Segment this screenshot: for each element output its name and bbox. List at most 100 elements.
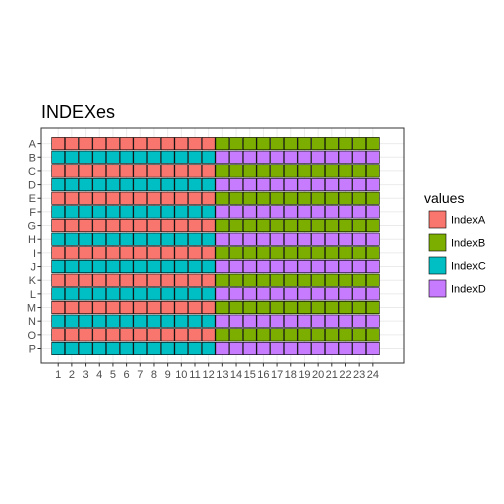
tile-H14 (229, 232, 243, 246)
tile-K14 (229, 273, 243, 287)
tile-G9 (160, 219, 175, 233)
tile-D12 (201, 178, 216, 192)
tile-H7 (133, 232, 148, 246)
tile-L16 (256, 287, 271, 301)
tile-F8 (147, 205, 161, 219)
tile-C5 (106, 164, 120, 178)
tile-N9 (160, 314, 175, 328)
tile-D9 (160, 178, 175, 192)
tile-P12 (201, 341, 216, 355)
tile-C20 (311, 164, 325, 178)
tile-G17 (270, 219, 284, 233)
tile-P20 (311, 341, 325, 355)
tile-F9 (160, 205, 175, 219)
tile-H22 (338, 232, 353, 246)
tile-I21 (324, 246, 339, 260)
tile-B23 (352, 150, 366, 164)
tile-C21 (324, 164, 339, 178)
x-tick-label: 21 (326, 369, 338, 381)
tile-D17 (270, 178, 284, 192)
tile-E24 (366, 191, 380, 205)
tile-B18 (283, 150, 298, 164)
tile-C23 (352, 164, 366, 178)
tile-L8 (147, 287, 161, 301)
tile-K4 (92, 273, 107, 287)
legend-label-IndexB: IndexB (451, 238, 485, 250)
tile-E9 (160, 191, 175, 205)
tile-N4 (92, 314, 107, 328)
tile-I24 (366, 246, 380, 260)
tile-J24 (366, 260, 380, 274)
tile-F3 (78, 205, 93, 219)
tile-J21 (324, 260, 339, 274)
tile-G4 (92, 219, 107, 233)
tile-O3 (78, 328, 93, 342)
tile-N20 (311, 314, 325, 328)
x-tick-label: 12 (203, 369, 215, 381)
tile-C4 (92, 164, 107, 178)
tile-F4 (92, 205, 107, 219)
tile-D10 (174, 178, 189, 192)
tile-J23 (352, 260, 366, 274)
tile-D21 (324, 178, 339, 192)
tile-I12 (201, 246, 216, 260)
tile-B13 (215, 150, 230, 164)
tile-D22 (338, 178, 353, 192)
tile-P4 (92, 341, 107, 355)
tile-A11 (188, 137, 202, 151)
x-tick-label: 7 (137, 369, 143, 381)
tile-A20 (311, 137, 325, 151)
x-tick-label: 11 (189, 369, 200, 381)
y-tick-label: H (28, 234, 36, 246)
tile-P6 (119, 341, 134, 355)
tile-I14 (229, 246, 243, 260)
tile-O17 (270, 328, 284, 342)
tile-P10 (174, 341, 189, 355)
tile-A21 (324, 137, 339, 151)
tile-C8 (147, 164, 161, 178)
tile-C9 (160, 164, 175, 178)
x-tick-label: 23 (353, 369, 365, 381)
tile-I22 (338, 246, 353, 260)
tile-F2 (65, 205, 79, 219)
tile-B1 (51, 150, 66, 164)
tile-A13 (215, 137, 230, 151)
tile-D6 (119, 178, 134, 192)
tile-G23 (352, 219, 366, 233)
tile-M18 (283, 301, 298, 315)
tile-I11 (188, 246, 202, 260)
tile-F24 (366, 205, 380, 219)
tile-G10 (174, 219, 189, 233)
tile-P24 (366, 341, 380, 355)
tile-F5 (106, 205, 120, 219)
tile-G13 (215, 219, 230, 233)
tile-F21 (324, 205, 339, 219)
tile-N24 (366, 314, 380, 328)
tile-B19 (297, 150, 312, 164)
tile-L7 (133, 287, 148, 301)
x-tick-label: 17 (271, 369, 283, 381)
x-tick-label: 24 (367, 369, 379, 381)
tile-J5 (106, 260, 120, 274)
tile-I3 (78, 246, 93, 260)
tile-M21 (324, 301, 339, 315)
tile-N10 (174, 314, 189, 328)
x-tick-label: 20 (312, 369, 324, 381)
tile-L23 (352, 287, 366, 301)
x-tick-label: 14 (230, 369, 242, 381)
tile-F22 (338, 205, 353, 219)
tile-M4 (92, 301, 107, 315)
tile-K3 (78, 273, 93, 287)
tile-H17 (270, 232, 284, 246)
tile-M15 (242, 301, 257, 315)
tile-J11 (188, 260, 202, 274)
tile-M23 (352, 301, 366, 315)
tile-O8 (147, 328, 161, 342)
x-tick-label: 4 (96, 369, 102, 381)
tile-K8 (147, 273, 161, 287)
tile-L5 (106, 287, 120, 301)
y-tick-label: K (29, 275, 37, 287)
tile-B2 (65, 150, 79, 164)
tile-O21 (324, 328, 339, 342)
